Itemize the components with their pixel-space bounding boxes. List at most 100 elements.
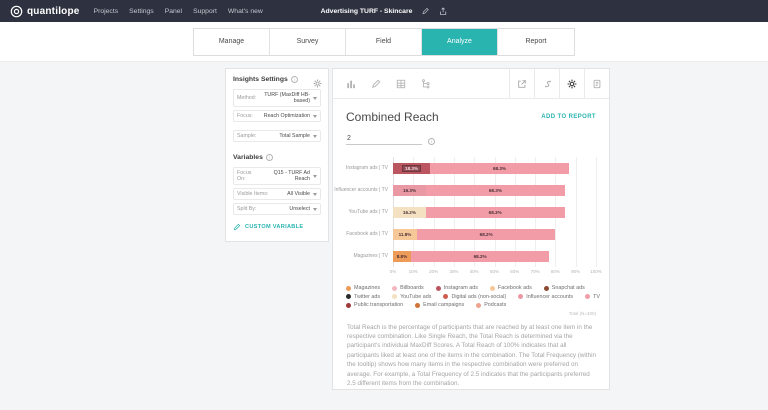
- setting-split-by[interactable]: Split By: Unselect: [233, 203, 321, 215]
- legend-item-public-transportation[interactable]: Public transportation: [346, 302, 403, 308]
- bar-row-facebook-ads-tv: Facebook ads | TV 11.8% 68.2%: [346, 223, 596, 245]
- legend-dot-icon: [346, 294, 351, 299]
- tab-report[interactable]: Report: [498, 28, 574, 55]
- legend-label: Instagram ads: [443, 285, 478, 291]
- nav-item-what-s-new[interactable]: What's new: [227, 7, 263, 15]
- bar-youtube-ads-tv[interactable]: 16.2% 68.3%: [393, 206, 596, 218]
- bar-value-label: 68.2%: [479, 231, 493, 237]
- bar-chart-icon[interactable]: [346, 79, 356, 89]
- bar-segment[interactable]: 18.3%: [393, 162, 431, 174]
- chevron-down-icon: [313, 134, 317, 138]
- bar-influencer-accounts-tv[interactable]: 16.3% 68.3%: [393, 184, 596, 196]
- info-icon[interactable]: i: [290, 76, 298, 83]
- gear-icon[interactable]: [559, 69, 584, 98]
- bar-segment[interactable]: 11.8%: [393, 228, 417, 240]
- table-view-icon[interactable]: [396, 79, 406, 89]
- bar-segment[interactable]: 68.3%: [425, 206, 565, 218]
- legend-item-magazines[interactable]: Magazines: [346, 285, 380, 291]
- bar-category-label: YouTube ads | TV: [348, 209, 388, 215]
- bar-magazines-tv[interactable]: 8.8% 68.2%: [393, 250, 596, 262]
- legend-item-twitter-ads[interactable]: Twitter ads: [346, 294, 380, 300]
- x-axis-tick: 70%: [530, 269, 540, 274]
- bar-segment[interactable]: 16.3%: [393, 184, 427, 196]
- legend-dot-icon: [415, 302, 421, 308]
- insights-settings-fields: Method: TURF (MaxDiff HB-based) Focus: Reac…: [233, 89, 321, 142]
- topbar: quantilope Projects Settings Panel Support W…: [0, 0, 768, 22]
- pencil-icon: [233, 223, 241, 231]
- legend-item-tv[interactable]: TV: [585, 294, 600, 300]
- legend-item-instagram-ads[interactable]: Instagram ads: [435, 285, 478, 291]
- legend-item-podcasts[interactable]: Podcasts: [476, 302, 506, 308]
- bar-category-label: Influencer accounts | TV: [334, 187, 388, 193]
- bar-facebook-ads-tv[interactable]: 11.8% 68.2%: [393, 228, 596, 240]
- report-icon[interactable]: [584, 69, 609, 98]
- export-icon[interactable]: [509, 69, 534, 98]
- legend-item-email-campaigns[interactable]: Email campaigns: [415, 302, 464, 308]
- legend-item-facebook-ads[interactable]: Facebook ads: [489, 285, 532, 291]
- bar-value-label: 16.2%: [402, 209, 416, 215]
- tab-analyze[interactable]: Analyze: [422, 28, 498, 55]
- setting-sample[interactable]: Sample: Total Sample: [233, 130, 321, 142]
- chevron-down-icon: [313, 96, 317, 100]
- brand-name: quantilope: [27, 5, 80, 17]
- tab-field[interactable]: Field: [346, 28, 422, 55]
- setting-focus[interactable]: Focus: Reach Optimization: [233, 110, 321, 122]
- legend-item-billboards[interactable]: Billboards: [392, 285, 424, 291]
- legend-item-digital-ads-non-social[interactable]: Digital ads (non-social): [443, 294, 506, 300]
- variables-title: Variables: [233, 154, 263, 161]
- edit-chart-icon[interactable]: [371, 79, 381, 89]
- edit-title-icon[interactable]: [421, 7, 429, 15]
- bar-row-instagram-ads-tv: Instagram ads | TV 18.3% 68.3%: [346, 157, 596, 179]
- setting-visible-items[interactable]: Visible Items: All Visible: [233, 188, 321, 200]
- bar-value-label: 16.3%: [403, 187, 417, 193]
- legend-item-influencer-accounts[interactable]: Influencer accounts: [518, 294, 573, 300]
- chevron-down-icon: [313, 114, 317, 118]
- x-axis-tick: 50%: [489, 269, 500, 274]
- nav-item-panel[interactable]: Panel: [164, 7, 183, 15]
- field-label: Method:: [237, 95, 257, 101]
- legend-dot-icon: [489, 285, 495, 291]
- field-value: Unselect: [289, 206, 310, 212]
- setting-method[interactable]: Method: TURF (MaxDiff HB-based): [233, 89, 321, 107]
- phase-tabs: Manage Survey Field Analyze Report: [193, 27, 575, 56]
- bar-value-label: 11.8%: [398, 231, 412, 237]
- tab-manage[interactable]: Manage: [194, 28, 270, 55]
- connector-icon[interactable]: [534, 69, 559, 98]
- field-label: Sample:: [237, 133, 257, 139]
- field-value: Reach Optimization: [263, 113, 310, 119]
- bar-segment[interactable]: 68.3%: [426, 184, 565, 196]
- bar-segment[interactable]: 8.8%: [393, 250, 411, 262]
- nav-item-support[interactable]: Support: [193, 7, 217, 15]
- share-icon[interactable]: [438, 6, 447, 16]
- variables-fields: Focus On: Q15 - TURF Ad Reach Visible Item…: [233, 167, 321, 215]
- brand-logo[interactable]: quantilope: [10, 5, 80, 18]
- info-icon[interactable]: i: [265, 154, 273, 161]
- insights-settings-panel: Insights Settings i Method: TURF (MaxDiff…: [225, 68, 329, 242]
- x-axis-tick: 10%: [408, 269, 418, 274]
- bar-segment[interactable]: 68.3%: [430, 162, 569, 174]
- bar-row-youtube-ads-tv: YouTube ads | TV 16.2% 68.3%: [349, 201, 596, 223]
- bar-segment[interactable]: 16.2%: [393, 206, 426, 218]
- hierarchy-icon[interactable]: [421, 78, 431, 89]
- info-icon[interactable]: i: [428, 138, 435, 145]
- nav-item-settings[interactable]: Settings: [129, 7, 154, 15]
- settings-gear-icon[interactable]: [313, 75, 322, 93]
- combination-size-input[interactable]: [346, 133, 422, 145]
- legend-item-snapchat-ads[interactable]: Snapchat ads: [543, 285, 585, 291]
- bar-value-label: 68.2%: [473, 253, 487, 259]
- custom-variable-button[interactable]: CUSTOM VARIABLE: [233, 223, 321, 231]
- bar-instagram-ads-tv[interactable]: 18.3% 68.3%: [393, 162, 596, 174]
- bar-segment[interactable]: 68.2%: [416, 228, 556, 240]
- legend-dot-icon: [392, 294, 398, 299]
- bar-value-label: 8.8%: [396, 253, 408, 259]
- legend-item-youtube-ads[interactable]: YouTube ads: [392, 294, 431, 300]
- insight-toolbar: [333, 69, 609, 99]
- legend-label: Facebook ads: [497, 285, 532, 291]
- bar-segment[interactable]: 68.2%: [410, 250, 550, 262]
- insight-action-buttons: [509, 69, 609, 98]
- add-to-report-button[interactable]: ADD TO REPORT: [541, 114, 596, 120]
- setting-focus-on[interactable]: Focus On: Q15 - TURF Ad Reach: [233, 167, 321, 185]
- gridline: [575, 157, 577, 267]
- nav-item-projects[interactable]: Projects: [93, 7, 119, 15]
- tab-survey[interactable]: Survey: [270, 28, 346, 55]
